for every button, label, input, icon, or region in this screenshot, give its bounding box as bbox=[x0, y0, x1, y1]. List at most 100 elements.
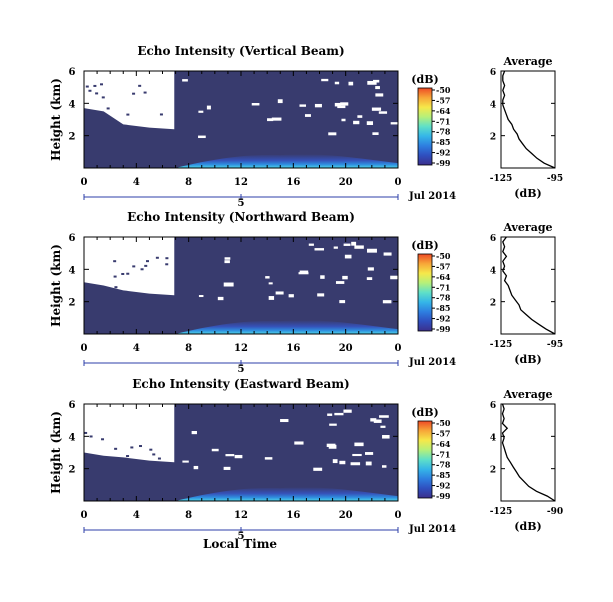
missing-data-speck bbox=[268, 282, 273, 285]
missing-data-speck bbox=[343, 409, 352, 413]
colorbar-tick-label: -64 bbox=[436, 439, 451, 449]
x-tick-label: 12 bbox=[234, 510, 248, 521]
missing-data-speck bbox=[372, 132, 379, 135]
panel-title: Echo Intensity (Eastward Beam) bbox=[132, 377, 349, 391]
y-tick-label: 6 bbox=[69, 400, 76, 411]
average-x-tick-label: -95 bbox=[547, 174, 563, 184]
missing-data-speck bbox=[339, 300, 346, 304]
missing-data-speck bbox=[342, 275, 348, 280]
echo-speck bbox=[114, 447, 118, 450]
echo-speck bbox=[114, 286, 118, 289]
x-tick-label: 20 bbox=[339, 177, 353, 188]
echo-speck bbox=[126, 272, 130, 275]
surface-echo-band bbox=[175, 487, 398, 501]
missing-data-speck bbox=[271, 117, 282, 121]
missing-data-speck bbox=[225, 454, 235, 457]
average-y-tick-label: 6 bbox=[490, 68, 496, 78]
missing-data-speck bbox=[320, 275, 325, 279]
x-tick-label: 12 bbox=[234, 177, 248, 188]
missing-data-speck bbox=[343, 243, 351, 246]
panel-title: Echo Intensity (Vertical Beam) bbox=[137, 44, 344, 58]
colorbar-tick-label: -71 bbox=[436, 116, 450, 126]
missing-data-speck bbox=[353, 120, 360, 125]
colorbar-tick-label: -57 bbox=[436, 428, 450, 438]
echo-speck bbox=[93, 84, 97, 87]
echo-speck bbox=[126, 113, 130, 116]
colorbar-tick-label: -50 bbox=[436, 251, 451, 261]
average-x-label: (dB) bbox=[514, 520, 541, 533]
panel-title: Echo Intensity (Northward Beam) bbox=[127, 210, 355, 224]
average-x-tick-label: -125 bbox=[490, 340, 513, 350]
missing-data-speck bbox=[366, 248, 377, 253]
average-y-tick-label: 2 bbox=[490, 466, 496, 476]
average-title: Average bbox=[502, 388, 552, 401]
missing-data-speck bbox=[335, 281, 345, 284]
x-tick-label: 8 bbox=[185, 177, 192, 188]
missing-data-speck bbox=[380, 425, 386, 428]
missing-data-speck bbox=[375, 86, 380, 90]
average-profile-line bbox=[502, 70, 556, 169]
echo-speck bbox=[165, 263, 169, 266]
colorbar bbox=[417, 87, 433, 166]
echo-speck bbox=[85, 85, 89, 88]
colorbar-tick-label: -85 bbox=[436, 137, 450, 147]
echo-speck bbox=[95, 92, 99, 95]
x-tick-label: 8 bbox=[185, 510, 192, 521]
y-axis-label: Height (km) bbox=[49, 78, 63, 161]
missing-data-speck bbox=[350, 462, 361, 466]
colorbar-tick-label: -92 bbox=[436, 314, 450, 324]
missing-data-speck bbox=[182, 79, 188, 82]
missing-data-speck bbox=[365, 461, 372, 466]
missing-data-region bbox=[84, 237, 175, 296]
missing-data-speck bbox=[367, 80, 377, 85]
missing-data-speck bbox=[275, 291, 284, 295]
echo-speck bbox=[140, 268, 144, 271]
missing-data-speck bbox=[366, 121, 374, 126]
missing-data-speck bbox=[348, 81, 354, 86]
y-tick-label: 4 bbox=[69, 99, 76, 110]
missing-data-speck bbox=[224, 260, 230, 264]
missing-data-speck bbox=[327, 413, 333, 416]
colorbar-tick-label: -92 bbox=[436, 481, 450, 491]
missing-data-speck bbox=[314, 248, 325, 251]
missing-data-speck bbox=[251, 103, 260, 106]
missing-data-speck bbox=[382, 435, 390, 439]
echo-speck bbox=[143, 91, 147, 94]
missing-data-speck bbox=[321, 78, 329, 82]
x-tick-label: 0 bbox=[81, 343, 88, 354]
missing-data-speck bbox=[313, 467, 323, 471]
colorbar-tick-label: -57 bbox=[436, 261, 450, 271]
echo-speck bbox=[155, 256, 159, 259]
missing-data-speck bbox=[234, 454, 243, 459]
y-tick-label: 2 bbox=[69, 298, 76, 309]
x-tick-label: 4 bbox=[133, 177, 140, 188]
colorbar-label: (dB) bbox=[411, 73, 438, 86]
missing-data-speck bbox=[334, 81, 340, 85]
x-tick-label: 16 bbox=[286, 510, 300, 521]
x-tick-label: 20 bbox=[339, 510, 353, 521]
average-x-label: (dB) bbox=[514, 353, 541, 366]
y-tick-label: 4 bbox=[69, 265, 76, 276]
average-frame bbox=[500, 70, 556, 169]
y-axis-label: Height (km) bbox=[49, 244, 63, 327]
average-title: Average bbox=[502, 221, 552, 234]
missing-data-speck bbox=[351, 241, 357, 246]
missing-data-speck bbox=[299, 270, 309, 274]
colorbar-tick-label: -99 bbox=[436, 491, 451, 501]
missing-data-speck bbox=[224, 257, 231, 260]
panel-3: Echo Intensity (Eastward Beam) 0 4 8 12 16 20 0… bbox=[49, 377, 563, 542]
echo-speck bbox=[89, 456, 93, 459]
missing-data-speck bbox=[341, 118, 346, 122]
x-tick-label: 0 bbox=[81, 510, 88, 521]
missing-data-speck bbox=[373, 419, 382, 423]
missing-data-speck bbox=[378, 111, 388, 114]
x-tick-label: 0 bbox=[395, 510, 402, 521]
missing-data-speck bbox=[390, 122, 399, 125]
colorbar-tick-label: -71 bbox=[436, 449, 450, 459]
echo-speck bbox=[165, 257, 169, 260]
missing-data-speck bbox=[366, 277, 373, 281]
x-tick-label: 12 bbox=[234, 343, 248, 354]
panel-1: Echo Intensity (Vertical Beam) 0 4 8 12 16 20 0… bbox=[49, 44, 563, 209]
missing-data-speck bbox=[334, 412, 344, 416]
missing-data-speck bbox=[317, 293, 325, 297]
